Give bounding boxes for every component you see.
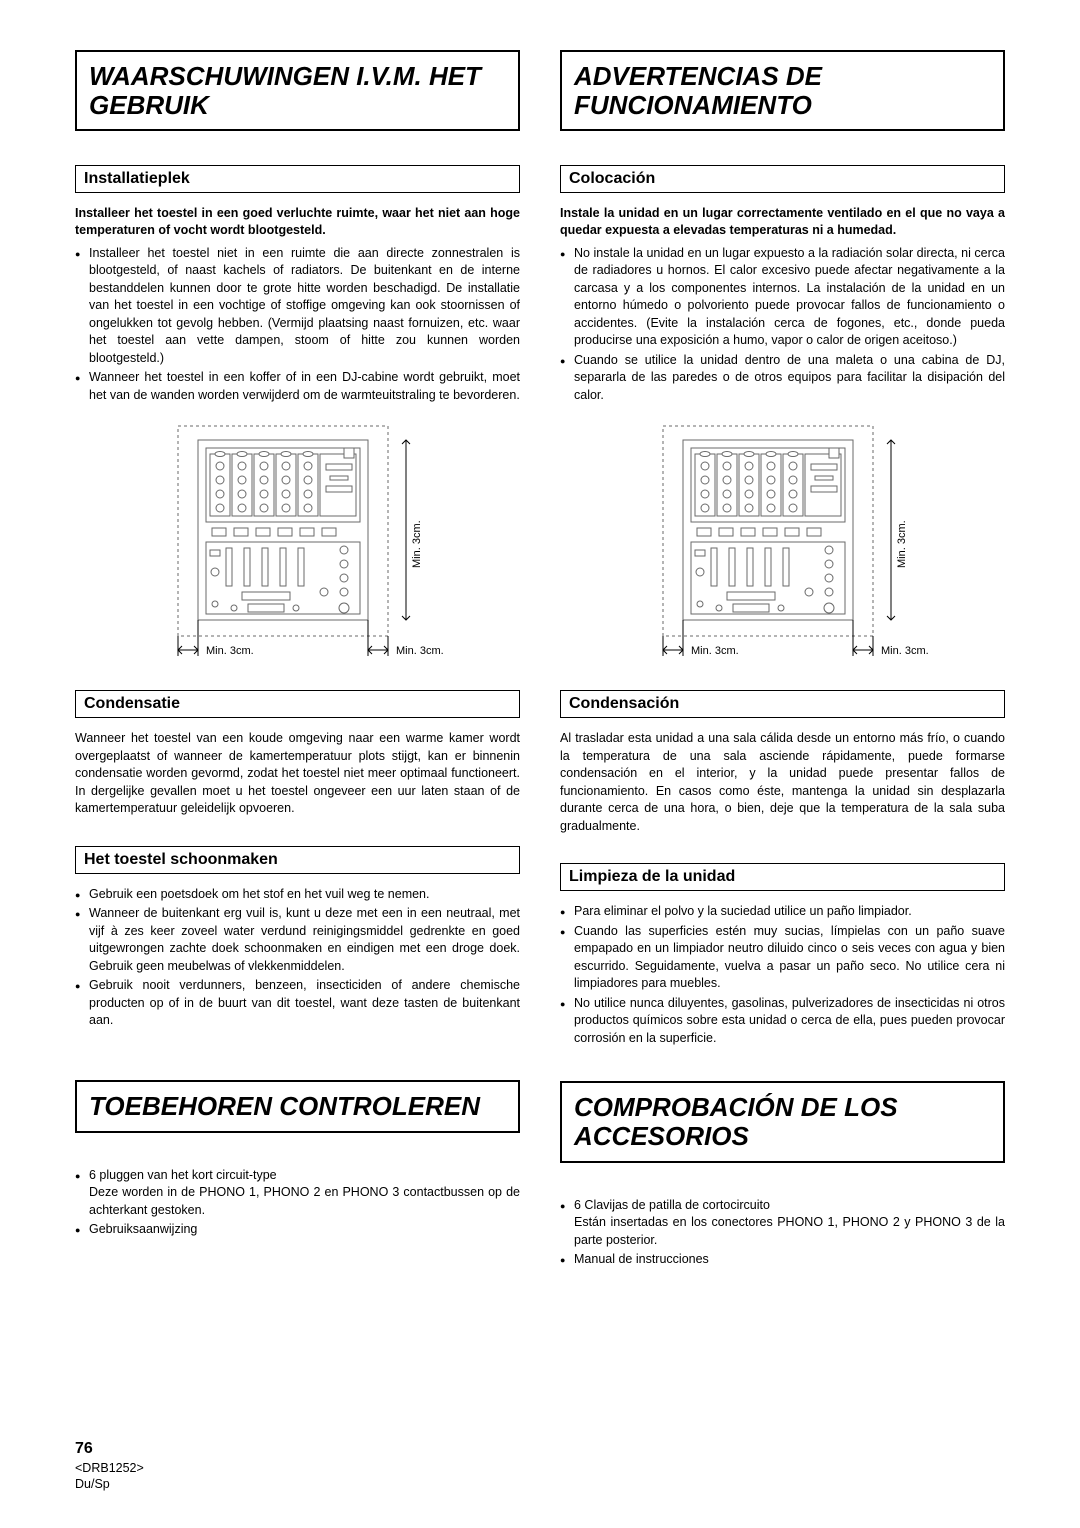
lang-tag: Du/Sp xyxy=(75,1476,144,1492)
right-sec1-bullets: No instale la unidad en un lugar expuest… xyxy=(560,245,1005,405)
left-sec1-title: Installatieplek xyxy=(75,165,520,193)
page-footer: 76 <DRB1252> Du/Sp xyxy=(75,1439,144,1492)
list-item: Para eliminar el polvo y la suciedad uti… xyxy=(560,903,1005,921)
left-acc-title: TOEBEHOREN CONTROLEREN xyxy=(75,1080,520,1133)
right-column: ADVERTENCIAS DE FUNCIONAMIENTO Colocació… xyxy=(560,50,1005,1283)
right-sec3-bullets: Para eliminar el polvo y la suciedad uti… xyxy=(560,903,1005,1047)
list-item: No instale la unidad en un lugar expuest… xyxy=(560,245,1005,350)
mixer-clearance-diagram: Min. 3cm. Min. 3cm. Min. 3cm. xyxy=(148,418,448,668)
left-main-title: WAARSCHUWINGEN I.V.M. HET GEBRUIK xyxy=(75,50,520,131)
doc-id: <DRB1252> xyxy=(75,1460,144,1476)
mixer-clearance-diagram: Min. 3cm. Min. 3cm. Min. 3cm. xyxy=(633,418,933,668)
list-item: Gebruik een poetsdoek om het stof en het… xyxy=(75,886,520,904)
list-item: Cuando las superficies estén muy sucias,… xyxy=(560,923,1005,993)
svg-text:Min. 3cm.: Min. 3cm. xyxy=(396,645,444,657)
svg-text:Min. 3cm.: Min. 3cm. xyxy=(896,521,908,569)
right-main-title: ADVERTENCIAS DE FUNCIONAMIENTO xyxy=(560,50,1005,131)
left-sec2-body: Wanneer het toestel van een koude omgevi… xyxy=(75,730,520,818)
right-sec1-title: Colocación xyxy=(560,165,1005,193)
list-item: Wanneer het toestel in een koffer of in … xyxy=(75,369,520,404)
list-item: Gebruiksaanwijzing xyxy=(75,1221,520,1239)
list-item: Installeer het toestel niet in een ruimt… xyxy=(75,245,520,368)
page-number: 76 xyxy=(75,1439,144,1460)
right-sec3-title: Limpieza de la unidad xyxy=(560,863,1005,891)
list-item: No utilice nunca diluyentes, gasolinas, … xyxy=(560,995,1005,1048)
list-item: Cuando se utilice la unidad dentro de un… xyxy=(560,352,1005,405)
left-sec1-lead: Installeer het toestel in een goed verlu… xyxy=(75,205,520,239)
svg-text:Min. 3cm.: Min. 3cm. xyxy=(881,645,929,657)
right-diagram-wrap: Min. 3cm. Min. 3cm. Min. 3cm. xyxy=(560,418,1005,668)
right-sec2-body: Al trasladar esta unidad a una sala cáli… xyxy=(560,730,1005,835)
left-sec2-title: Condensatie xyxy=(75,690,520,718)
svg-text:Min. 3cm.: Min. 3cm. xyxy=(411,521,423,569)
right-sec1-lead: Instale la unidad en un lugar correctame… xyxy=(560,205,1005,239)
svg-text:Min. 3cm.: Min. 3cm. xyxy=(206,645,254,657)
left-column: WAARSCHUWINGEN I.V.M. HET GEBRUIK Instal… xyxy=(75,50,520,1283)
list-item: 6 Clavijas de patilla de cortocircuito E… xyxy=(560,1197,1005,1250)
right-sec2-title: Condensación xyxy=(560,690,1005,718)
list-item: Gebruik nooit verdunners, benzeen, insec… xyxy=(75,977,520,1030)
left-sec1-bullets: Installeer het toestel niet in een ruimt… xyxy=(75,245,520,405)
left-sec3-bullets: Gebruik een poetsdoek om het stof en het… xyxy=(75,886,520,1030)
left-diagram-wrap: Min. 3cm. Min. 3cm. Min. 3cm. xyxy=(75,418,520,668)
list-item: Manual de instrucciones xyxy=(560,1251,1005,1269)
list-item: Wanneer de buitenkant erg vuil is, kunt … xyxy=(75,905,520,975)
list-item: 6 pluggen van het kort circuit-type Deze… xyxy=(75,1167,520,1220)
left-sec3-title: Het toestel schoonmaken xyxy=(75,846,520,874)
left-acc-bullets: 6 pluggen van het kort circuit-type Deze… xyxy=(75,1167,520,1239)
right-acc-bullets: 6 Clavijas de patilla de cortocircuito E… xyxy=(560,1197,1005,1269)
svg-text:Min. 3cm.: Min. 3cm. xyxy=(691,645,739,657)
right-acc-title: COMPROBACIÓN DE LOS ACCESORIOS xyxy=(560,1081,1005,1162)
